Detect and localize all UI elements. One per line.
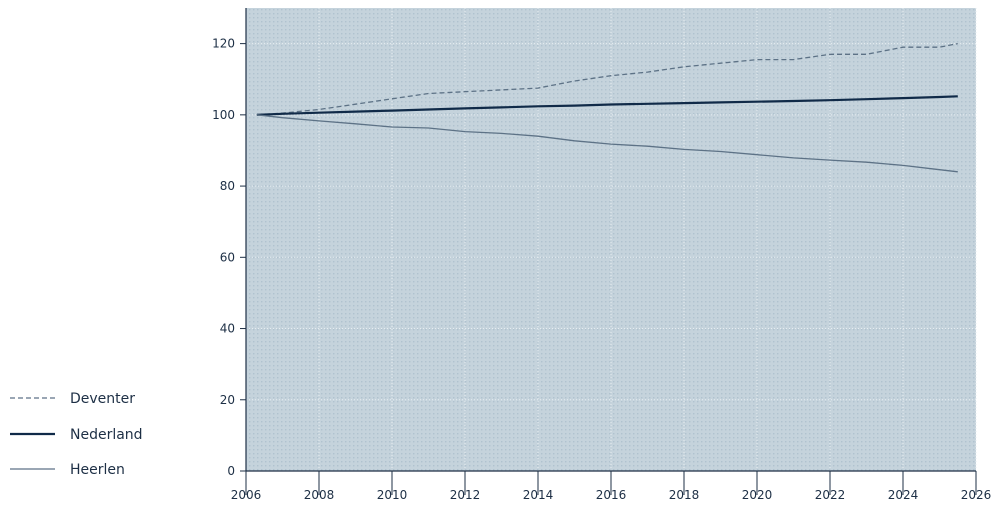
x-tick-label: 2010 <box>377 488 408 502</box>
x-tick-label: 2014 <box>523 488 554 502</box>
legend-label: Deventer <box>70 391 135 407</box>
x-tick-label: 2008 <box>304 488 335 502</box>
y-tick-label: 80 <box>220 179 235 193</box>
series-line-heerlen <box>256 114 958 173</box>
gridlines <box>246 8 977 471</box>
y-tick-label: 0 <box>227 464 235 478</box>
legend-item-deventer: Deventer <box>10 391 135 407</box>
series-line-nederland <box>256 95 958 116</box>
y-tick-label: 40 <box>220 322 235 336</box>
legend-label: Nederland <box>70 427 143 443</box>
series-line-deventer <box>256 42 958 116</box>
series-layer <box>256 42 958 173</box>
x-tick-label: 2016 <box>596 488 627 502</box>
x-tick-label: 2006 <box>231 488 262 502</box>
legend-item-nederland: Nederland <box>10 427 143 443</box>
y-tick-label: 100 <box>212 108 235 122</box>
x-tick-label: 2024 <box>888 488 919 502</box>
legend-item-heerlen: Heerlen <box>10 462 125 478</box>
y-tick-label: 60 <box>220 250 235 264</box>
x-tick-label: 2020 <box>742 488 773 502</box>
y-tick-label: 120 <box>212 37 235 51</box>
x-tick-label: 2026 <box>961 488 992 502</box>
axes: 0 20 40 60 80 100 120 2006 2008 2010 2012 2014 2016 2… <box>212 8 991 502</box>
x-tick-label: 2012 <box>450 488 481 502</box>
x-tick-label: 2018 <box>669 488 700 502</box>
x-tick-label: 2022 <box>815 488 846 502</box>
legend-label: Heerlen <box>70 462 125 478</box>
legend: Deventer Nederland Heerlen <box>10 391 143 478</box>
y-tick-label: 20 <box>220 393 235 407</box>
